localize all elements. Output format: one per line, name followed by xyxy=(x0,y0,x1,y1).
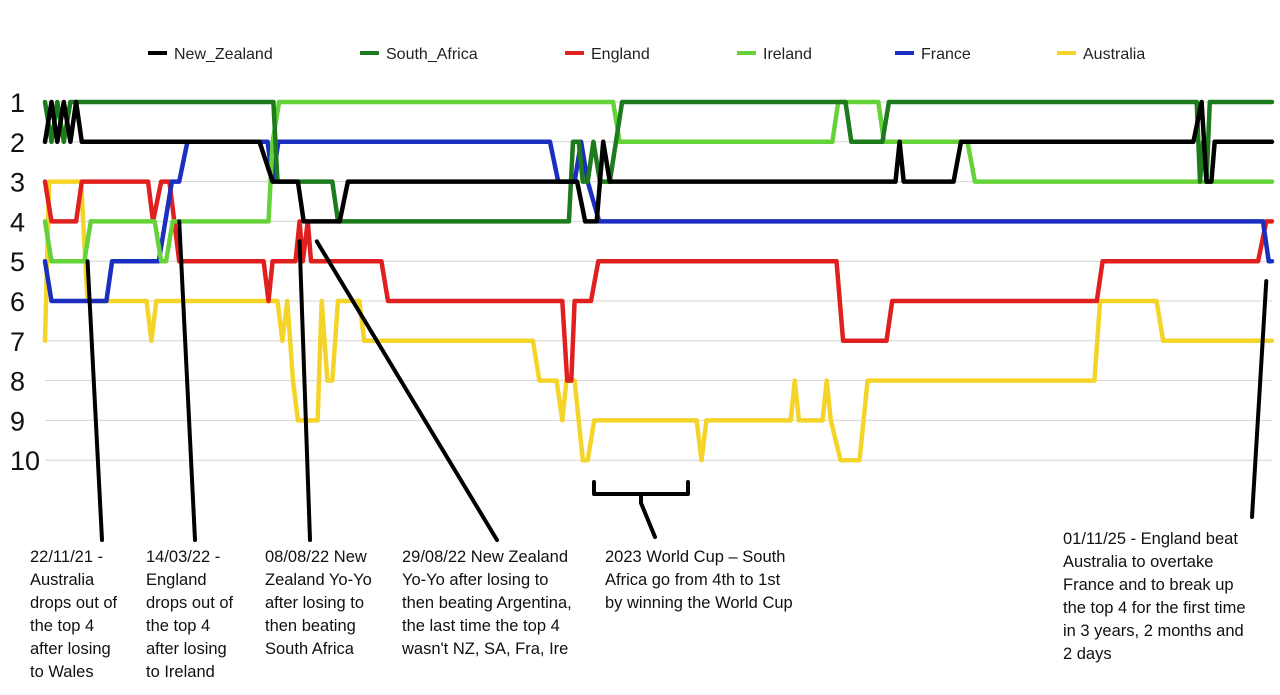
chart-grid xyxy=(45,101,1272,461)
legend-label-ireland: Ireland xyxy=(763,46,812,63)
legend-label-south-africa: South_Africa xyxy=(386,46,478,63)
series-line-england xyxy=(42,179,1275,383)
annotation-australia-drop: 22/11/21 - Australia drops out of the to… xyxy=(30,548,118,681)
y-tick-label: 9 xyxy=(10,406,25,436)
world-cup-bracket xyxy=(592,480,690,539)
legend-label-france: France xyxy=(921,46,971,63)
series-line-australia xyxy=(42,179,1275,463)
series-line-south-africa xyxy=(42,99,1275,224)
y-tick-label: 1 xyxy=(10,88,25,118)
pointer-nz-yoyo-argentina xyxy=(314,239,499,542)
legend-label-england: England xyxy=(591,46,650,63)
y-axis-ticks: 1 2 3 4 5 6 7 8 9 10 xyxy=(10,88,40,476)
y-tick-label: 5 xyxy=(10,247,25,277)
annotation-pointers xyxy=(85,219,1269,542)
pointer-australia-drop xyxy=(85,259,104,542)
y-tick-label: 8 xyxy=(10,367,25,397)
annotation-world-cup: 2023 World Cup – South Africa go from 4t… xyxy=(605,548,793,612)
legend-label-new-zealand: New_Zealand xyxy=(174,46,273,63)
chart-legend: New_Zealand South_Africa England Ireland Fra… xyxy=(148,46,1145,63)
y-tick-label: 7 xyxy=(10,327,25,357)
y-tick-label: 3 xyxy=(10,168,25,198)
pointer-nz-yoyo-sa xyxy=(297,239,312,542)
chart-series xyxy=(42,99,1275,463)
y-tick-label: 4 xyxy=(10,207,25,237)
y-tick-label: 2 xyxy=(10,128,25,158)
annotation-nz-yoyo-sa: 08/08/22 New Zealand Yo-Yo after losing … xyxy=(265,548,372,658)
annotation-england-drop: 14/03/22 - England drops out of the top … xyxy=(146,548,234,681)
series-line-new-zealand xyxy=(42,99,1275,224)
legend-label-australia: Australia xyxy=(1083,46,1145,63)
annotation-nz-yoyo-argentina: 29/08/22 New Zealand Yo-Yo after losing … xyxy=(402,548,572,658)
y-tick-label: 10 xyxy=(10,446,40,476)
pointer-england-overtake xyxy=(1250,279,1269,519)
y-tick-label: 6 xyxy=(10,287,25,317)
pointer-england-drop xyxy=(177,219,197,542)
annotation-england-overtake: 01/11/25 - England beat Australia to ove… xyxy=(1063,530,1246,663)
